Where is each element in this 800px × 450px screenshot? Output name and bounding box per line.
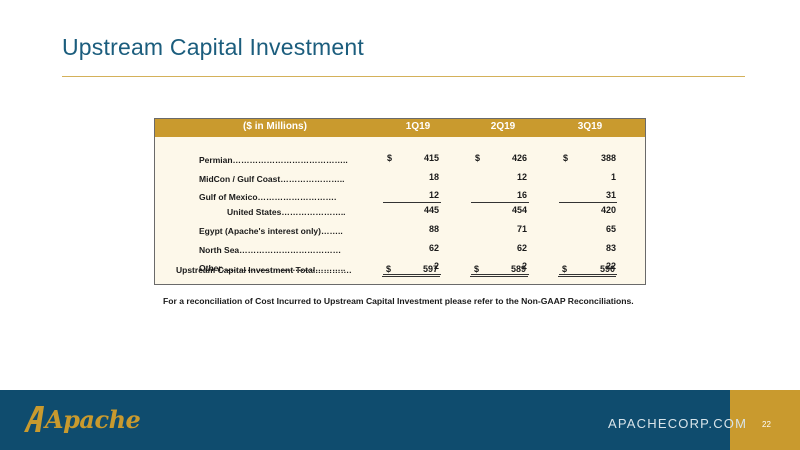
total-rule	[471, 274, 529, 275]
cell-us-1q19: 445	[423, 205, 439, 215]
cell-total-1q19: 597	[422, 264, 438, 274]
currency-symbol: $	[563, 153, 569, 163]
currency-symbol: $	[386, 264, 392, 274]
cell-north-sea-1q19: 62	[428, 243, 439, 253]
subtotal-rule	[383, 202, 441, 203]
cell-permian-3q19: 388	[600, 153, 616, 163]
row-label-egypt: Egypt (Apache's interest only)……..	[199, 226, 343, 236]
cell-north-sea-2q19: 62	[516, 243, 527, 253]
cell-gom-2q19: 16	[516, 190, 527, 200]
page-title: Upstream Capital Investment	[62, 34, 364, 60]
row-label-north-sea: North Sea………………………………	[199, 245, 342, 255]
cell-gom-3q19: 31	[605, 190, 616, 200]
table-header-row: ($ in Millions) 1Q19 2Q19 3Q19	[155, 119, 645, 137]
cell-egypt-3q19: 65	[605, 224, 616, 234]
apache-logo-icon	[24, 406, 44, 432]
page-number: 22	[762, 420, 771, 429]
logo-wordmark: Apache	[45, 405, 141, 434]
currency-symbol: $	[562, 264, 568, 274]
subtotal-rule	[471, 202, 529, 203]
cell-egypt-2q19: 71	[516, 224, 527, 234]
cell-egypt-1q19: 88	[428, 224, 439, 234]
title-divider	[62, 76, 745, 77]
cell-midcon-3q19: 1	[610, 172, 616, 182]
row-label-other: Other……………………………………..	[199, 263, 346, 273]
website-label[interactable]: APACHECORP.COM	[608, 416, 748, 431]
double-rule	[470, 276, 528, 277]
total-rule	[559, 274, 617, 275]
cell-us-3q19: 420	[600, 205, 616, 215]
column-header-2q19: 2Q19	[490, 121, 516, 132]
cell-total-2q19: 589	[510, 264, 526, 274]
cell-midcon-1q19: 18	[428, 172, 439, 182]
reconciliation-footnote: For a reconciliation of Cost Incurred to…	[163, 296, 634, 306]
cell-permian-2q19: 426	[511, 153, 527, 163]
currency-symbol: $	[474, 264, 480, 274]
currency-symbol: $	[475, 153, 481, 163]
row-label-gulf-of-mexico: Gulf of Mexico……………………….	[199, 192, 337, 202]
cell-other-1q19: 2	[433, 261, 439, 271]
row-label-permian: Permian…………………………………..	[199, 155, 348, 165]
total-rule	[383, 274, 441, 275]
column-header-3q19: 3Q19	[577, 121, 603, 132]
double-rule	[558, 276, 616, 277]
footer-gold-panel	[730, 390, 800, 450]
capital-investment-table: ($ in Millions) 1Q19 2Q19 3Q19 Permian………	[154, 118, 646, 285]
cell-other-3q19: 22	[605, 261, 616, 271]
row-label-united-states: United States…………………..	[227, 207, 346, 217]
cell-other-2q19: 2	[521, 261, 527, 271]
cell-total-3q19: 590	[599, 264, 615, 274]
cell-permian-1q19: 415	[423, 153, 439, 163]
cell-us-2q19: 454	[511, 205, 527, 215]
footer-bar	[0, 390, 800, 450]
row-label-total: Upstream Capital Investment Total………….	[176, 265, 352, 275]
unit-header: ($ in Millions)	[243, 121, 307, 132]
subtotal-rule	[559, 202, 617, 203]
row-label-midcon: MidCon / Gulf Coast…………………..	[199, 174, 345, 184]
currency-symbol: $	[387, 153, 393, 163]
cell-gom-1q19: 12	[428, 190, 439, 200]
cell-north-sea-3q19: 83	[605, 243, 616, 253]
double-rule	[382, 276, 440, 277]
column-header-1q19: 1Q19	[405, 121, 431, 132]
cell-midcon-2q19: 12	[516, 172, 527, 182]
